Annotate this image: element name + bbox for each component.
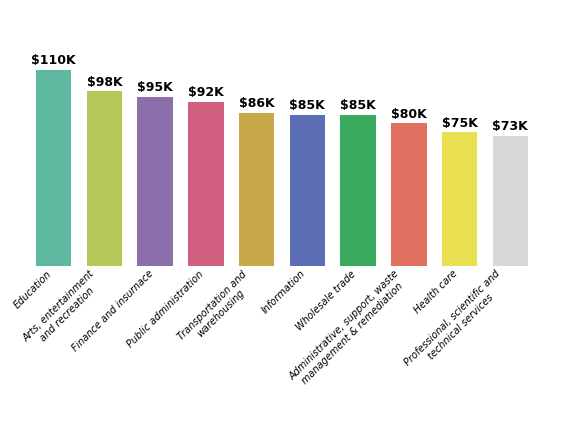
Text: $73K: $73K (492, 120, 528, 133)
Bar (492, 136, 528, 266)
Text: $86K: $86K (239, 97, 275, 110)
Bar (138, 97, 173, 266)
Bar (87, 91, 122, 266)
Bar (36, 70, 72, 266)
Text: $85K: $85K (289, 99, 325, 112)
Bar (442, 132, 477, 266)
Bar (239, 113, 275, 266)
Bar (391, 124, 426, 266)
Text: $98K: $98K (87, 76, 122, 89)
Bar (340, 115, 376, 266)
Text: $95K: $95K (137, 81, 173, 94)
Text: $110K: $110K (32, 54, 76, 67)
Bar (289, 115, 325, 266)
Text: $85K: $85K (340, 99, 376, 112)
Text: $75K: $75K (442, 117, 478, 130)
Bar (188, 102, 224, 266)
Text: $92K: $92K (188, 86, 224, 100)
Text: $80K: $80K (391, 108, 427, 121)
